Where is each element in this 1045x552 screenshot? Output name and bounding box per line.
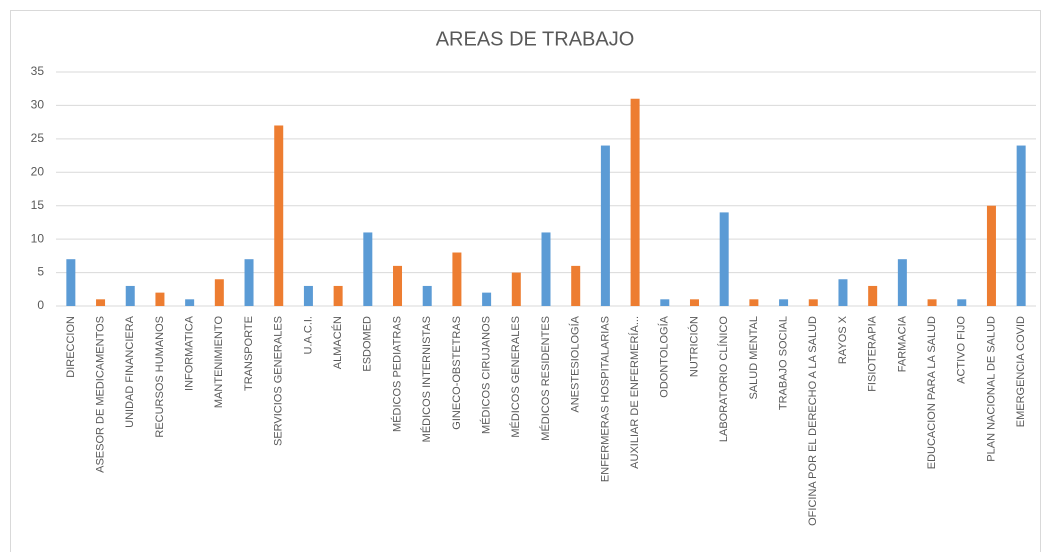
bar bbox=[185, 299, 195, 306]
bar bbox=[541, 232, 551, 306]
bar bbox=[957, 299, 967, 306]
bar bbox=[511, 272, 521, 306]
bar bbox=[927, 299, 937, 306]
bar bbox=[482, 292, 492, 306]
y-tick-label: 5 bbox=[37, 265, 44, 279]
bar bbox=[333, 285, 343, 306]
bar bbox=[363, 232, 373, 306]
bar bbox=[155, 292, 165, 306]
bar bbox=[779, 299, 789, 306]
bar bbox=[452, 252, 462, 306]
bar bbox=[66, 259, 76, 306]
x-tick-label: RECURSOS HUMANOS bbox=[154, 316, 166, 438]
x-tick-label: ACTIVO FIJO bbox=[956, 316, 968, 384]
x-tick-label: MÉDICOS RESIDENTES bbox=[539, 316, 552, 441]
bar bbox=[1016, 145, 1026, 306]
x-tick-label: EDUCACION PARA LA SALUD bbox=[926, 316, 938, 469]
x-tick-label: MÉDICOS GENERALES bbox=[509, 316, 522, 438]
bar bbox=[422, 285, 432, 306]
chart-title: AREAS DE TRABAJO bbox=[436, 28, 635, 50]
bar bbox=[868, 285, 878, 306]
bar bbox=[719, 212, 729, 306]
x-tick-label: FISIOTERAPIA bbox=[867, 315, 879, 391]
y-tick-label: 35 bbox=[31, 64, 45, 78]
y-tick-label: 10 bbox=[31, 231, 45, 245]
bar bbox=[600, 145, 610, 306]
x-tick-label: ALMACÉN bbox=[331, 316, 344, 369]
bar bbox=[630, 98, 640, 306]
bar bbox=[96, 299, 106, 306]
x-tick-label: ODONTOLOGÍA bbox=[658, 315, 671, 397]
bar bbox=[303, 285, 313, 306]
x-tick-label: GINECO-OBSTETRAS bbox=[451, 316, 463, 430]
bar bbox=[838, 279, 848, 306]
x-tick-label: DIRECCION bbox=[65, 316, 77, 378]
x-tick-label: ASESOR DE MEDICAMENTOS bbox=[94, 316, 106, 473]
y-tick-label: 20 bbox=[31, 164, 45, 178]
x-tick-label: MÉDICOS PEDIATRAS bbox=[390, 316, 403, 432]
x-tick-label: ENFERMERAS HOSPITALARIAS bbox=[599, 316, 611, 482]
bar bbox=[214, 279, 224, 306]
x-tick-label: OFICINA POR EL DERECHO A LA SALUD bbox=[807, 316, 819, 526]
x-tick-label: LABORATORIO CLÍNICO bbox=[717, 316, 730, 443]
x-tick-label: EMERGENCIA COVID bbox=[1015, 316, 1027, 427]
bar bbox=[244, 259, 254, 306]
x-tick-label: ANESTESIOLOGÍA bbox=[569, 315, 582, 412]
bar bbox=[571, 265, 581, 306]
x-tick-label: SALUD MENTAL bbox=[748, 316, 760, 400]
chart-frame bbox=[10, 10, 1041, 552]
bar bbox=[749, 299, 759, 306]
x-tick-label: FARMACIA bbox=[896, 315, 908, 372]
bar bbox=[897, 259, 907, 306]
x-tick-label: MÉDICOS CIRUJANOS bbox=[480, 316, 493, 434]
x-tick-label: AUXILIAR DE ENFERMERÍA... bbox=[628, 316, 641, 469]
x-tick-label: TRANSPORTE bbox=[243, 316, 255, 391]
x-tick-label: MANTENIMIENTO bbox=[213, 316, 225, 409]
x-tick-label: SERVICIOS GENERALES bbox=[273, 316, 285, 446]
bar bbox=[808, 299, 818, 306]
y-tick-label: 0 bbox=[37, 298, 44, 312]
bar bbox=[125, 285, 135, 306]
x-tick-label: TRABAJO SOCIAL bbox=[777, 316, 789, 410]
x-tick-label: ESDOMED bbox=[362, 316, 374, 372]
x-tick-label: PLAN NACIONAL DE SALUD bbox=[985, 316, 997, 462]
y-tick-label: 25 bbox=[31, 131, 45, 145]
x-tick-label: U.A.C.I. bbox=[302, 316, 314, 355]
x-tick-label: RAYOS X bbox=[837, 315, 849, 364]
x-tick-label: INFORMATICA bbox=[184, 315, 196, 391]
bar bbox=[689, 299, 699, 306]
y-tick-label: 15 bbox=[31, 198, 45, 212]
x-tick-label: MÉDICOS INTERNISTAS bbox=[420, 316, 433, 442]
y-tick-label: 30 bbox=[31, 98, 45, 112]
bar bbox=[660, 299, 670, 306]
bar bbox=[274, 125, 284, 306]
x-tick-label: UNIDAD FINANCIERA bbox=[124, 315, 136, 428]
x-tick-label: NUTRICIÓN bbox=[687, 316, 700, 377]
bar bbox=[986, 205, 996, 306]
bar bbox=[393, 265, 403, 306]
